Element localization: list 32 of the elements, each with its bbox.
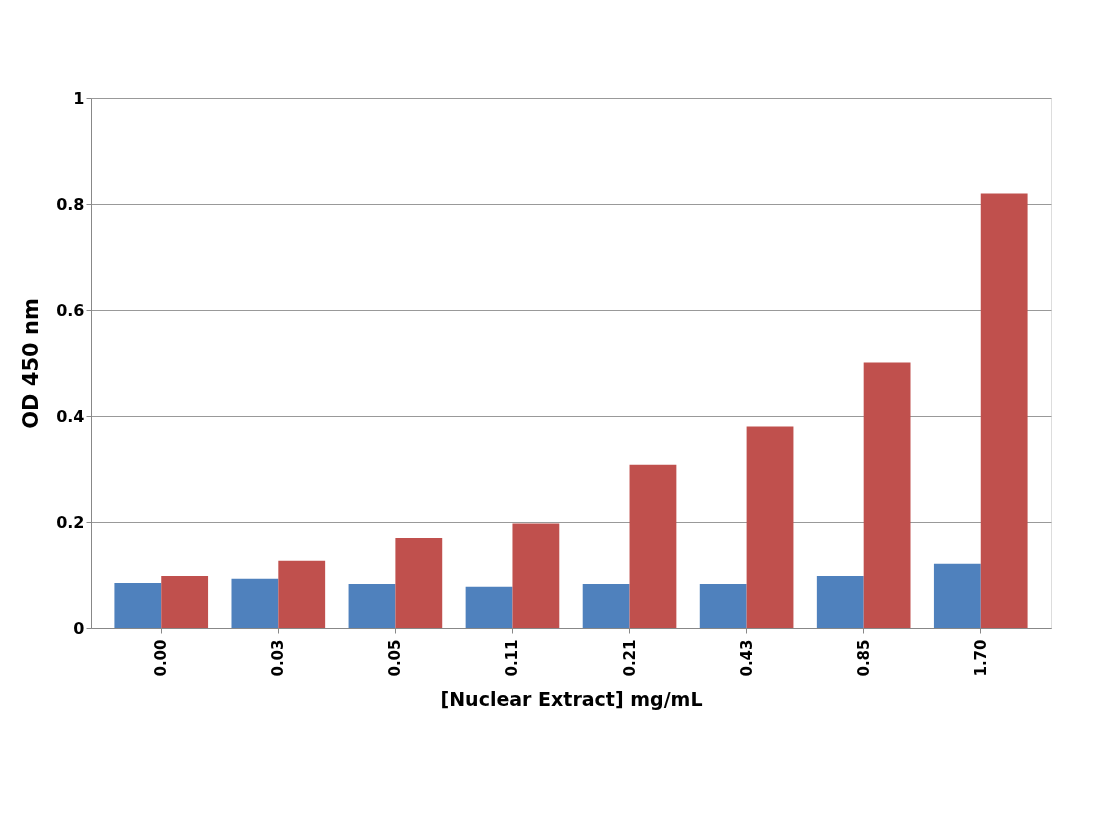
- y-tick-label: 0.6: [56, 300, 85, 320]
- y-tick-label: 0: [73, 618, 85, 638]
- x-tick-label: 0.03: [269, 639, 288, 677]
- bar: [629, 464, 677, 628]
- bar: [465, 586, 513, 628]
- bar: [395, 537, 443, 628]
- y-axis-title: OD 450 nm: [19, 298, 44, 429]
- x-tick-label: 0.21: [620, 639, 639, 677]
- bar: [114, 582, 162, 628]
- x-tick-label: 1.70: [971, 639, 990, 677]
- bar: [231, 578, 279, 628]
- bar: [816, 576, 864, 628]
- x-tick-label: 0.05: [386, 639, 405, 677]
- y-tick-label: 0.8: [56, 194, 85, 214]
- bar: [582, 584, 630, 628]
- y-tick-label: 0.4: [56, 406, 85, 426]
- bar: [863, 362, 911, 628]
- x-tick-label: 0.85: [854, 639, 873, 677]
- y-tick-label: 1: [73, 88, 85, 108]
- bar: [512, 523, 560, 628]
- x-tick-label: 0.43: [737, 639, 756, 677]
- x-tick-label: 0.00: [152, 639, 171, 677]
- bar: [161, 576, 209, 628]
- bar: [278, 560, 326, 628]
- x-axis-title: [Nuclear Extract] mg/mL: [440, 687, 703, 710]
- bar: [699, 584, 747, 628]
- bar: [980, 193, 1028, 628]
- x-tick-label: 0.11: [503, 639, 522, 677]
- y-tick-label: 0.2: [56, 512, 85, 532]
- bar: [746, 426, 794, 628]
- bar: [348, 584, 396, 628]
- bar: [933, 563, 981, 628]
